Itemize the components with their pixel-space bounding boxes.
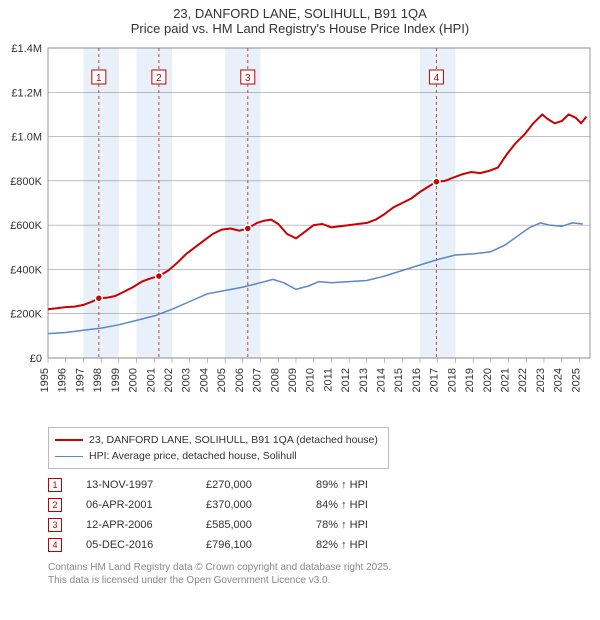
chart-title-block: 23, DANFORD LANE, SOLIHULL, B91 1QA Pric… <box>0 0 600 38</box>
svg-text:£400K: £400K <box>10 264 42 276</box>
sale-hpi: 82% ↑ HPI <box>316 539 416 551</box>
sale-row: 4 05-DEC-2016£796,10082% ↑ HPI <box>48 535 600 555</box>
svg-text:2021: 2021 <box>500 368 512 392</box>
svg-text:1995: 1995 <box>39 368 51 392</box>
svg-text:2020: 2020 <box>482 368 494 392</box>
sale-row: 3 12-APR-2006£585,00078% ↑ HPI <box>48 515 600 535</box>
svg-text:£200K: £200K <box>10 309 42 321</box>
sale-marker: 4 <box>48 538 62 552</box>
svg-text:3: 3 <box>245 73 251 84</box>
svg-text:2010: 2010 <box>305 368 317 392</box>
svg-text:2012: 2012 <box>340 368 352 392</box>
svg-text:£600K: £600K <box>10 220 42 232</box>
svg-text:4: 4 <box>434 73 440 84</box>
legend-label-red: 23, DANFORD LANE, SOLIHULL, B91 1QA (det… <box>89 434 378 446</box>
svg-text:2003: 2003 <box>181 368 193 392</box>
svg-text:1998: 1998 <box>92 368 104 392</box>
sale-marker: 3 <box>48 518 62 532</box>
legend-row-red: 23, DANFORD LANE, SOLIHULL, B91 1QA (det… <box>55 432 378 448</box>
svg-text:2004: 2004 <box>198 368 210 392</box>
svg-text:2016: 2016 <box>411 368 423 392</box>
title-line1: 23, DANFORD LANE, SOLIHULL, B91 1QA <box>0 6 600 21</box>
chart-container: £0 £200K £400K £600K £800K £1.0M £1.2M £1.4M 199… <box>0 38 600 423</box>
svg-text:2018: 2018 <box>446 368 458 392</box>
sale-row: 1 13-NOV-1997£270,00089% ↑ HPI <box>48 475 600 495</box>
svg-text:2008: 2008 <box>269 368 281 392</box>
svg-text:2000: 2000 <box>128 368 140 392</box>
svg-text:2: 2 <box>156 73 162 84</box>
svg-text:1997: 1997 <box>74 368 86 392</box>
price-chart: £0 £200K £400K £600K £800K £1.0M £1.2M £1.4M 199… <box>0 38 600 423</box>
svg-text:2024: 2024 <box>553 368 565 392</box>
sale-marker: 2 <box>48 498 62 512</box>
svg-text:2009: 2009 <box>287 368 299 392</box>
svg-text:2007: 2007 <box>252 368 264 392</box>
sale-hpi: 84% ↑ HPI <box>316 499 416 511</box>
legend-label-blue: HPI: Average price, detached house, Soli… <box>89 450 297 462</box>
svg-text:2013: 2013 <box>358 368 370 392</box>
legend-swatch-red <box>55 439 83 441</box>
svg-text:2014: 2014 <box>376 368 388 392</box>
svg-text:£1.4M: £1.4M <box>11 43 42 55</box>
sale-date: 05-DEC-2016 <box>86 539 206 551</box>
svg-text:2002: 2002 <box>163 368 175 392</box>
sale-price: £585,000 <box>206 519 316 531</box>
sale-hpi: 78% ↑ HPI <box>316 519 416 531</box>
footnote-line2: This data is licensed under the Open Gov… <box>48 574 600 587</box>
svg-text:2001: 2001 <box>145 368 157 392</box>
svg-text:1999: 1999 <box>110 368 122 392</box>
svg-text:£1.2M: £1.2M <box>11 87 42 99</box>
title-line2: Price paid vs. HM Land Registry's House … <box>0 21 600 36</box>
sale-hpi: 89% ↑ HPI <box>316 479 416 491</box>
svg-text:2025: 2025 <box>570 368 582 392</box>
svg-text:£800K: £800K <box>10 176 42 188</box>
svg-text:2023: 2023 <box>535 368 547 392</box>
svg-text:2005: 2005 <box>216 368 228 392</box>
svg-text:£0: £0 <box>30 353 42 365</box>
svg-text:2011: 2011 <box>322 368 334 392</box>
svg-text:2006: 2006 <box>234 368 246 392</box>
svg-text:2022: 2022 <box>517 368 529 392</box>
svg-text:1: 1 <box>96 73 102 84</box>
legend-row-blue: HPI: Average price, detached house, Soli… <box>55 448 378 464</box>
footnote: Contains HM Land Registry data © Crown c… <box>48 561 600 587</box>
sale-price: £370,000 <box>206 499 316 511</box>
footnote-line1: Contains HM Land Registry data © Crown c… <box>48 561 600 574</box>
legend: 23, DANFORD LANE, SOLIHULL, B91 1QA (det… <box>48 427 389 469</box>
svg-text:2017: 2017 <box>429 368 441 392</box>
svg-text:£1.0M: £1.0M <box>11 132 42 144</box>
sale-date: 06-APR-2001 <box>86 499 206 511</box>
sale-price: £796,100 <box>206 539 316 551</box>
sale-row: 2 06-APR-2001£370,00084% ↑ HPI <box>48 495 600 515</box>
svg-text:2019: 2019 <box>464 368 476 392</box>
svg-text:2015: 2015 <box>393 368 405 392</box>
sale-date: 13-NOV-1997 <box>86 479 206 491</box>
svg-text:1996: 1996 <box>57 368 69 392</box>
sale-price: £270,000 <box>206 479 316 491</box>
sale-date: 12-APR-2006 <box>86 519 206 531</box>
legend-swatch-blue <box>55 456 83 457</box>
sale-marker: 1 <box>48 478 62 492</box>
sales-table: 1 13-NOV-1997£270,00089% ↑ HPI 2 06-APR-200… <box>48 475 600 555</box>
